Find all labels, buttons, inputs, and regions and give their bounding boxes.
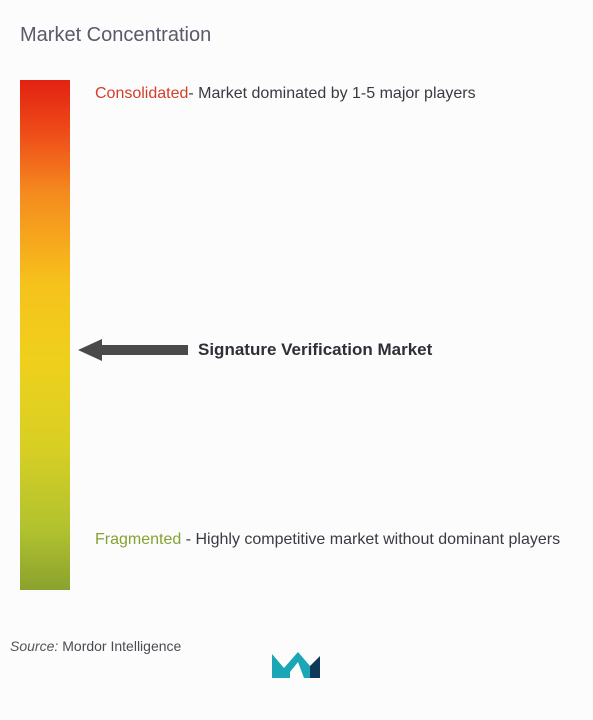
pointer-arrow-icon (78, 339, 188, 361)
consolidated-keyword: Consolidated (95, 85, 188, 102)
source-value: Mordor Intelligence (62, 638, 181, 654)
concentration-gradient-bar (20, 80, 70, 590)
fragmented-label-row: Fragmented - Highly competitive market w… (95, 528, 575, 553)
mordor-intelligence-logo-icon (270, 648, 326, 682)
infographic-container: Market Concentration Consolidated- Marke… (0, 0, 593, 720)
consolidated-label-row: Consolidated- Market dominated by 1-5 ma… (95, 82, 575, 107)
fragmented-description: - Highly competitive market without domi… (181, 531, 560, 548)
chart-title: Market Concentration (20, 24, 211, 47)
source-key: Source: (10, 638, 58, 654)
market-pointer-row: Signature Verification Market (78, 339, 432, 361)
fragmented-keyword: Fragmented (95, 531, 181, 548)
consolidated-description: - Market dominated by 1-5 major players (188, 85, 475, 102)
source-attribution: Source:Mordor Intelligence (10, 638, 181, 654)
market-name-label: Signature Verification Market (198, 340, 432, 360)
